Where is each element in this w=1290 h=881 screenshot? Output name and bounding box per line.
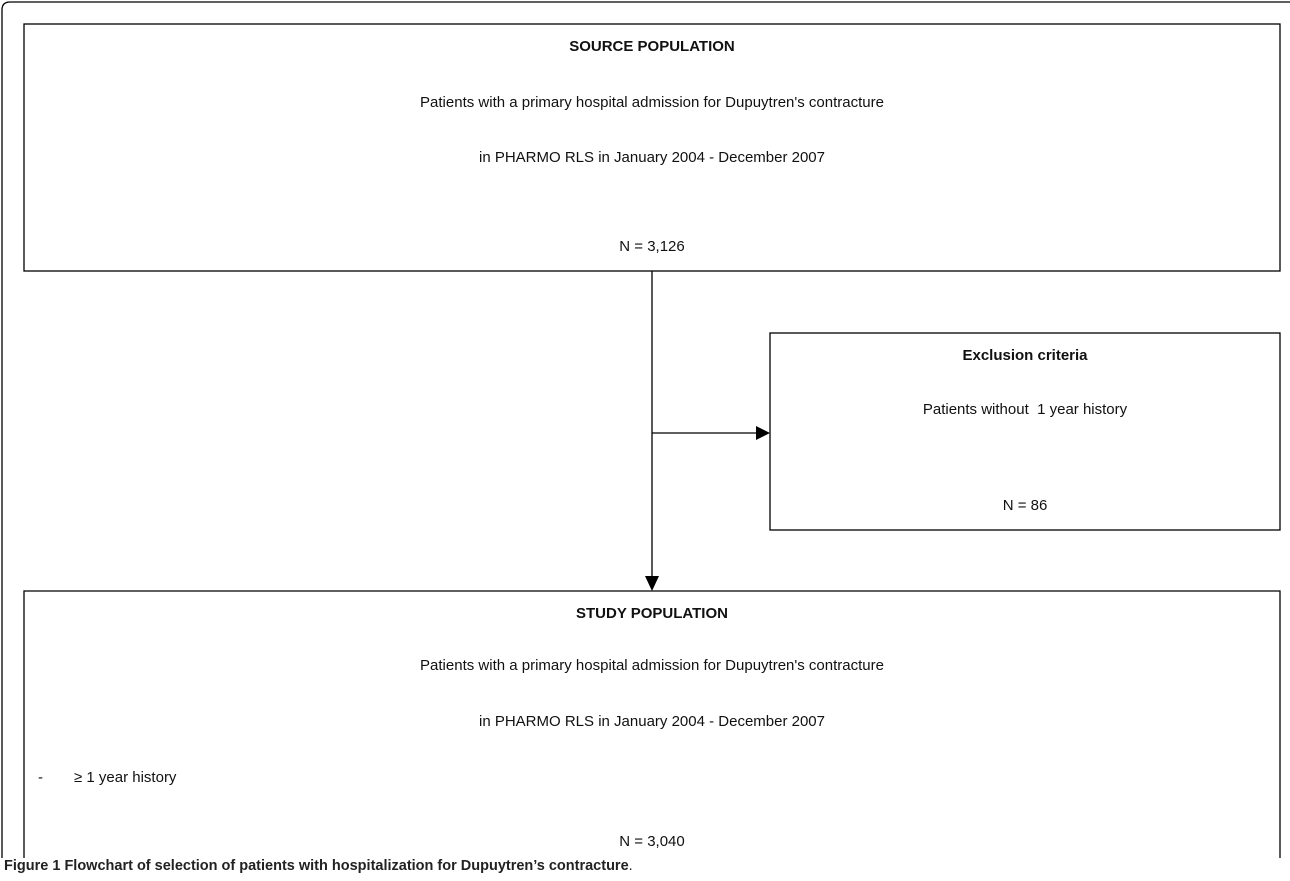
caption-end: .: [628, 858, 633, 874]
caption-text: Flowchart of selection of patients with …: [64, 858, 629, 874]
figure: SOURCE POPULATION Patients with a primar…: [1, 1, 1290, 858]
exclusion-box: [769, 332, 1281, 531]
arrowhead: [756, 426, 770, 440]
node-count: N = 86: [1003, 497, 1048, 514]
node-title: STUDY POPULATION: [576, 605, 728, 622]
node-title: Exclusion criteria: [962, 347, 1088, 364]
node-line: in PHARMO RLS in January 2004 - December…: [479, 713, 825, 730]
caption-label: Figure 1: [4, 858, 61, 874]
node-count: N = 3,126: [619, 238, 684, 255]
node-line: Patients with a primary hospital admissi…: [420, 657, 884, 674]
criteria-text: ≥ 1 year history: [74, 769, 177, 786]
caption: Figure 1 Flowchart of selection of patie…: [4, 858, 633, 874]
source-box: [23, 23, 1281, 272]
node-line: Patients without 1 year history: [923, 401, 1128, 418]
criteria-marker: -: [38, 769, 43, 786]
node-count: N = 3,040: [619, 833, 684, 850]
arrowhead: [645, 576, 659, 591]
node-title: SOURCE POPULATION: [569, 38, 735, 55]
node-line: in PHARMO RLS in January 2004 - December…: [479, 149, 825, 166]
figure-frame: [1, 1, 1290, 858]
study-box: [23, 590, 1281, 858]
node-line: Patients with a primary hospital admissi…: [420, 94, 884, 111]
